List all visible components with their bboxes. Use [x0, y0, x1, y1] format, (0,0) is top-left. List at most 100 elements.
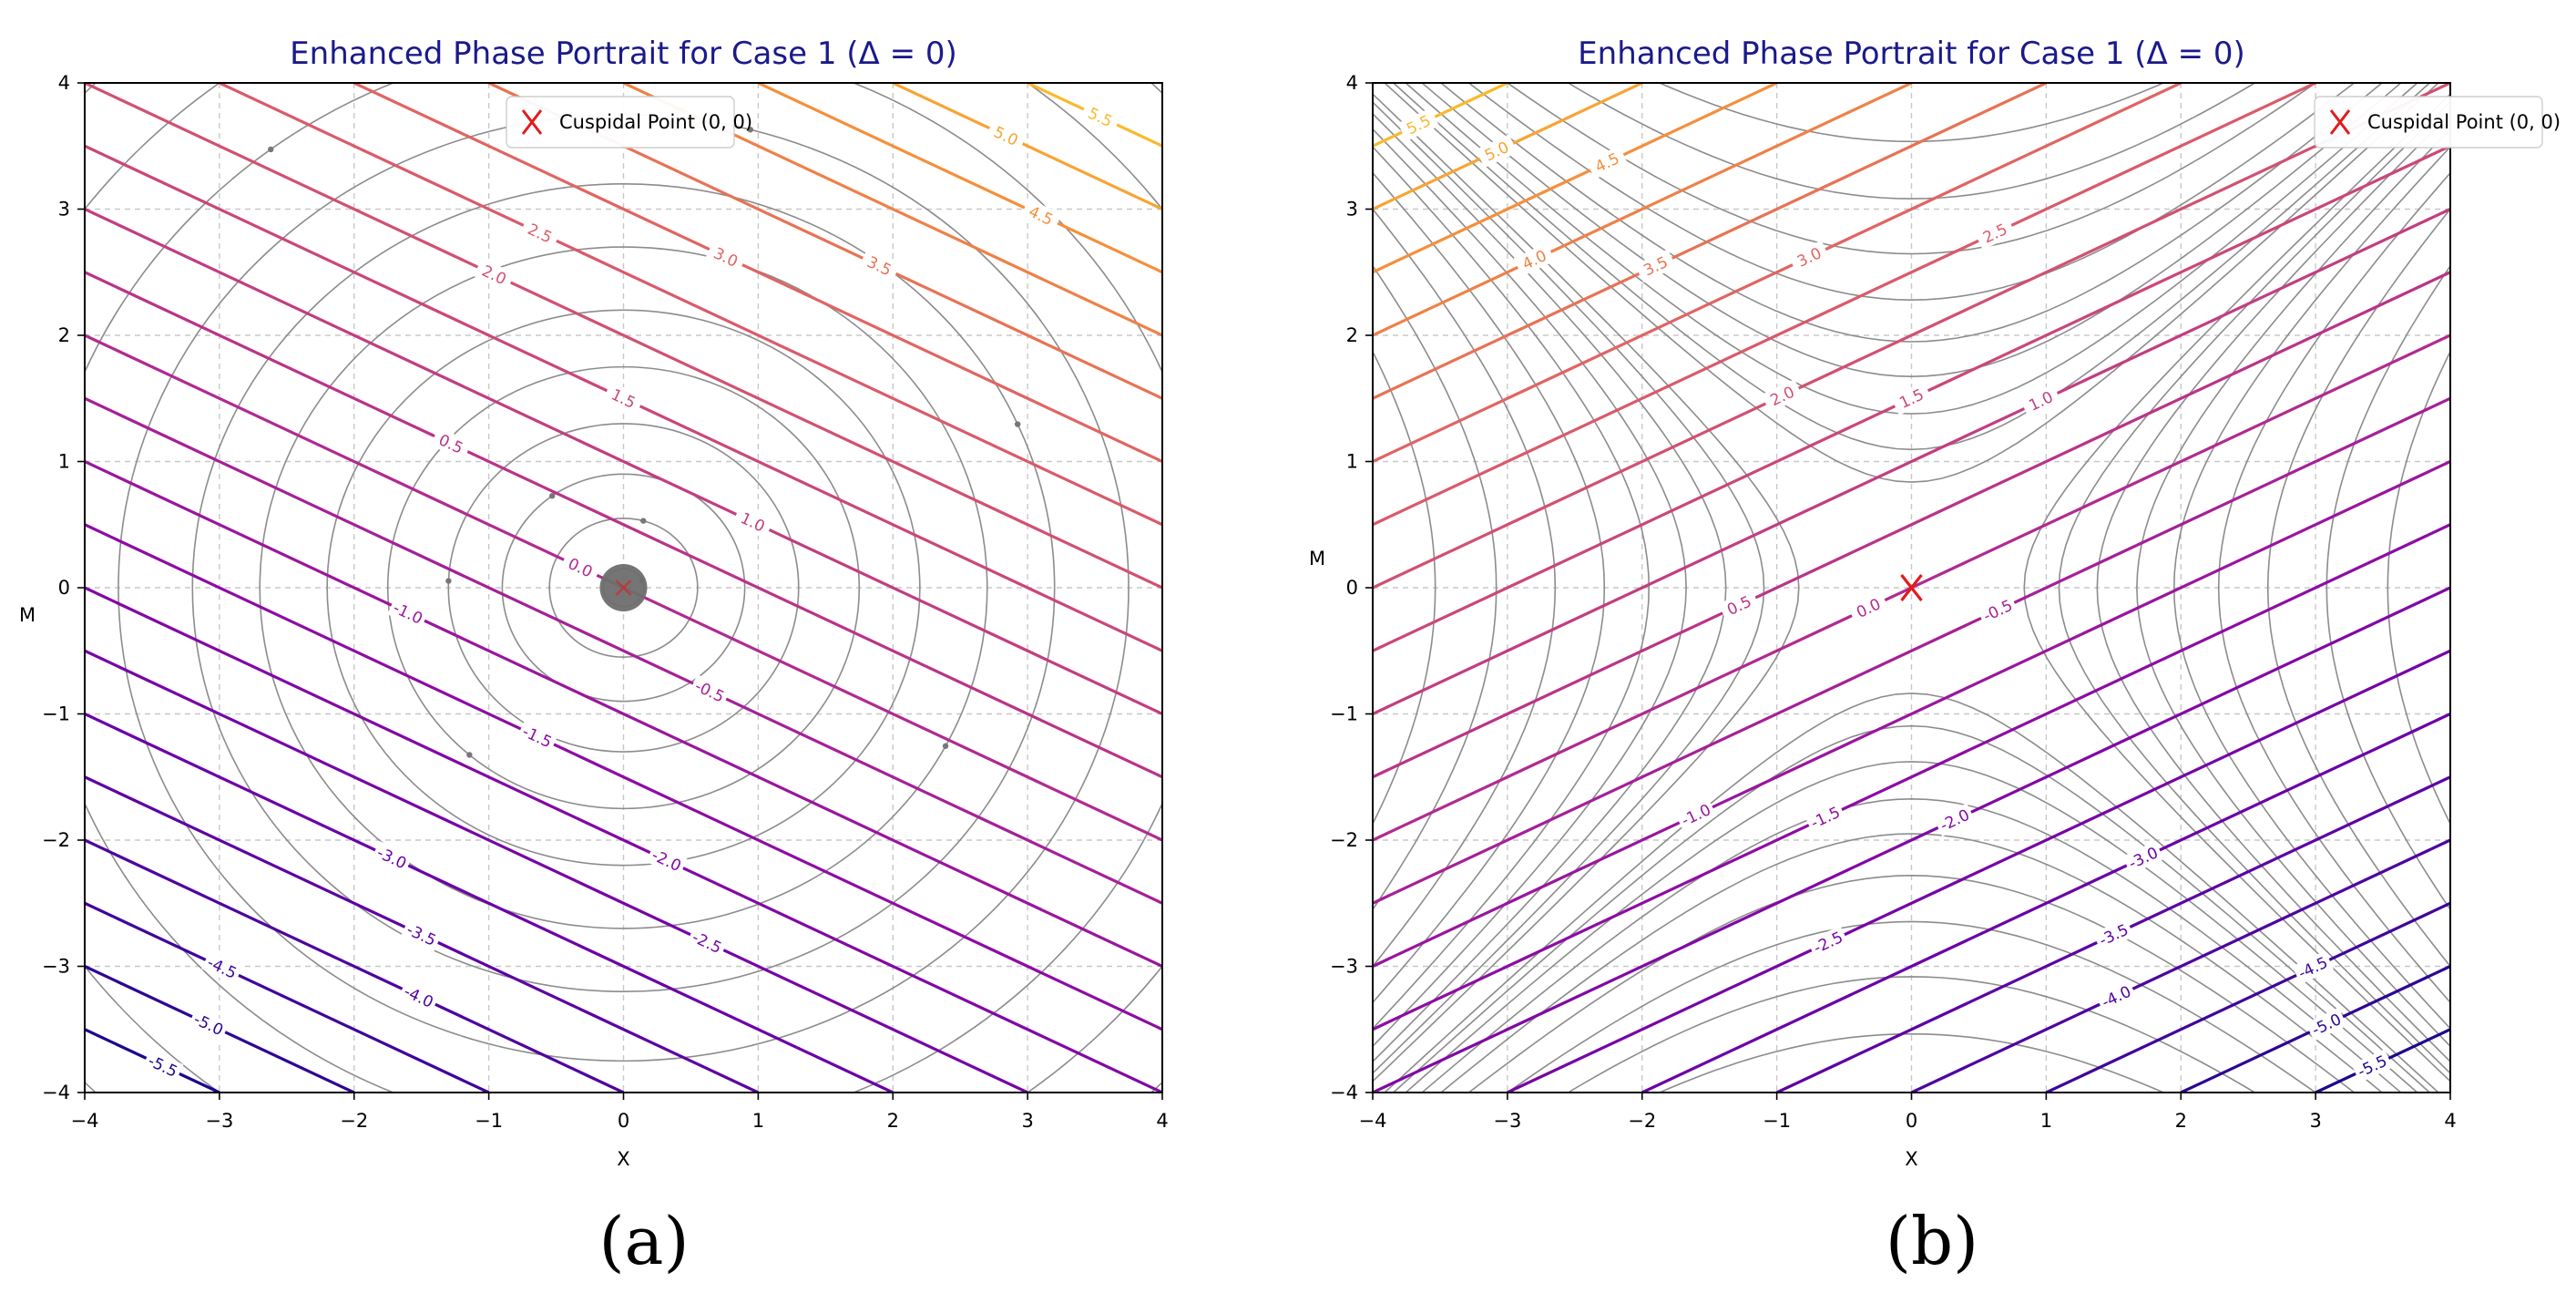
y-tick-label: −3: [42, 956, 70, 978]
streamline: [1373, 350, 1436, 826]
contour-line: [1373, 586, 2450, 1093]
contour-label-bg: [1476, 134, 1518, 169]
streamline: [1405, 83, 2418, 415]
ticks: −4 −3 −2 −1 0 1 2 3 4 −4 −3 −2 −1 0 1 2 3 4: [1330, 72, 2457, 1132]
contour-line: [85, 523, 1162, 1031]
y-tick-label: −4: [42, 1082, 70, 1103]
phase-portrait-a: Enhanced Phase Portrait for Case 1 (Δ = …: [19, 36, 1169, 1170]
y-tick-label: 2: [58, 324, 70, 346]
x-tick-label: −3: [205, 1110, 233, 1132]
contour-line: [85, 838, 625, 1093]
contour-line: [1373, 523, 2450, 1031]
contour-label-bg: [1586, 145, 1629, 180]
x-tick-label: −1: [475, 1110, 503, 1132]
contour-line: [219, 83, 1162, 527]
contour-line: [353, 83, 1162, 463]
streamline: [386, 365, 861, 810]
y-tick-label: −1: [42, 703, 70, 725]
contour-line: [1373, 396, 2450, 905]
contour-label-bg: [430, 426, 472, 461]
x-tick-label: 1: [2040, 1110, 2052, 1132]
x-tick-label: 4: [1156, 1110, 1168, 1132]
legend: Cuspidal Point (0, 0): [2314, 96, 2561, 149]
panel-label-b: (b): [1885, 1203, 1979, 1279]
contour-line: [1373, 208, 2450, 715]
contour-label-bg: [602, 381, 645, 416]
streamline: [191, 182, 1056, 993]
streamline: [2387, 350, 2450, 826]
contour-line: [1373, 83, 2316, 527]
contour-line: [85, 586, 1162, 1093]
contour-label-bg: [1974, 216, 2016, 251]
contour-line: [757, 83, 1162, 274]
contour-label-bg: [686, 925, 728, 959]
x-tick-label: 2: [887, 1110, 899, 1132]
contour-label-bg: [1020, 198, 1062, 232]
y-tick-label: −4: [1330, 1082, 1358, 1103]
x-tick-label: 3: [1021, 1110, 1033, 1132]
x-tick-label: 1: [752, 1110, 764, 1132]
x-tick-label: 4: [2444, 1110, 2456, 1132]
legend-box: [506, 96, 735, 149]
stream-arrow: [445, 578, 452, 584]
y-tick-label: −2: [42, 829, 70, 851]
contour-label-bg: [1513, 242, 1556, 277]
streamline: [2058, 101, 2450, 1074]
x-tick-label: −2: [1628, 1110, 1656, 1132]
y-tick-label: −2: [1330, 829, 1358, 851]
y-tick-label: 1: [58, 451, 70, 473]
x-tick-label: 0: [1906, 1110, 1917, 1132]
streamline: [1373, 101, 1765, 1074]
streamline: [1373, 264, 1498, 911]
stream-arrow: [747, 127, 754, 133]
streamline: [1392, 724, 2431, 1093]
contour-line: [1641, 713, 2450, 1093]
legend: Cuspidal Point (0, 0): [506, 96, 752, 149]
streamlines: [85, 83, 1162, 1093]
contour-label-bg: [2019, 384, 2062, 418]
contour-line: [1507, 649, 2450, 1093]
contour-label-bg: [188, 1007, 230, 1041]
contour-label-bg: [1804, 800, 1846, 835]
streamline: [1392, 83, 2431, 451]
contour-label-bg: [1788, 240, 1830, 274]
contour-label-bg: [2305, 1007, 2347, 1041]
contour-label-bg: [141, 1049, 184, 1083]
contour-line: [1373, 83, 2182, 463]
cuspidal-x-mark: [615, 580, 632, 596]
contour-line: [2045, 901, 2450, 1093]
contour-line: [1373, 83, 1778, 274]
contour-line: [1373, 83, 1508, 148]
contour-label-bg: [705, 240, 747, 274]
contour-label-bg: [2092, 918, 2135, 952]
contour-line: [1910, 838, 2450, 1093]
stream-arrow: [1014, 421, 1021, 427]
contour-label-bg: [1718, 588, 1760, 622]
x-tick-label: −2: [340, 1110, 368, 1132]
stream-arrow: [268, 146, 274, 153]
streamline: [1383, 693, 2440, 1093]
contour-line: [1373, 83, 2048, 400]
contour-label-bg: [689, 674, 731, 709]
contour-label-bg: [1807, 925, 1849, 959]
y-tick-label: 2: [1346, 324, 1358, 346]
stream-arrow: [548, 493, 556, 499]
streamline: [259, 246, 988, 929]
x-tick-label: −3: [1493, 1110, 1521, 1132]
contour-line: [85, 208, 1162, 715]
contour-line: [1373, 83, 2450, 590]
x-tick-label: −1: [1763, 1110, 1791, 1132]
streamline: [1373, 171, 1606, 1004]
contour-label-bg: [2351, 1049, 2394, 1083]
contour-label-bg: [400, 918, 443, 952]
x-axis-label: X: [617, 1148, 629, 1170]
legend-box: [2314, 96, 2543, 149]
x-tick-label: 2: [2175, 1110, 2187, 1132]
contour-label-bg: [371, 840, 413, 875]
y-tick-label: 3: [58, 199, 70, 221]
streamline: [447, 423, 800, 753]
x-tick-label: −4: [71, 1110, 99, 1132]
contour-label-bg: [1675, 797, 1717, 832]
streamline: [548, 518, 699, 658]
contour-label-bg: [1079, 99, 1121, 134]
